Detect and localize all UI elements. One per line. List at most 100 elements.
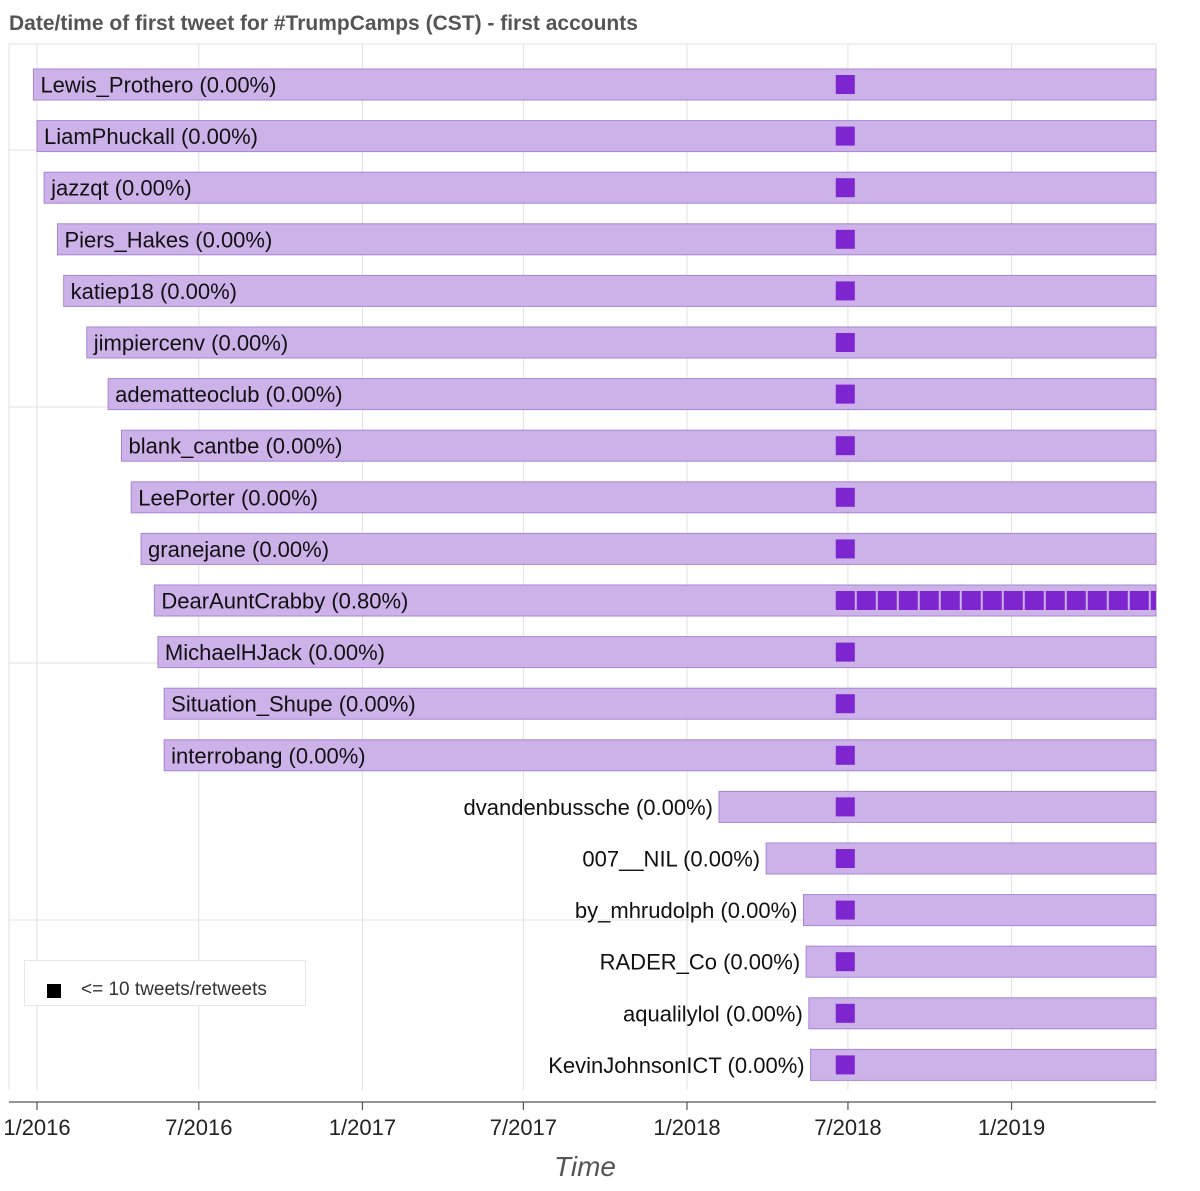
account-label: Situation_Shupe (0.00%)	[171, 692, 416, 717]
account-row: jimpiercenv (0.00%)	[86, 326, 1157, 359]
account-bars: Lewis_Prothero (0.00%) LiamPhuckall (0.00…	[32, 68, 1157, 1081]
account-label: LeePorter (0.00%)	[138, 485, 318, 510]
tweet-mark	[1108, 591, 1128, 610]
account-row: DearAuntCrabby (0.80%)	[153, 584, 1157, 617]
tweet-mark	[835, 333, 855, 352]
x-tick-label: 7/2017	[490, 1115, 557, 1140]
legend-label: <= 10 tweets/retweets	[81, 979, 267, 1000]
account-bar	[140, 532, 1157, 565]
account-label: 007__NIL (0.00%)	[582, 847, 760, 872]
x-tick-label: 7/2016	[165, 1115, 232, 1140]
tweet-mark	[835, 1055, 855, 1075]
tweet-mark	[835, 900, 855, 920]
account-label: blank_cantbe (0.00%)	[128, 434, 342, 459]
account-bar	[32, 68, 1157, 101]
tweet-mark	[835, 1003, 855, 1023]
tweet-mark	[835, 539, 855, 559]
tweet-mark	[1066, 591, 1086, 610]
account-bar	[810, 1048, 1157, 1081]
account-bar	[802, 894, 1157, 927]
x-tick-label: 1/2016	[3, 1115, 70, 1140]
account-row: blank_cantbe (0.00%)	[120, 429, 1157, 462]
account-row: Piers_Hakes (0.00%)	[56, 223, 1157, 256]
tweet-mark	[877, 591, 897, 610]
tweet-mark	[835, 75, 855, 94]
account-bar	[130, 481, 1157, 514]
account-bar	[163, 739, 1157, 772]
account-row: interrobang (0.00%)	[163, 739, 1157, 772]
account-bar	[43, 171, 1157, 204]
tweet-mark	[1087, 591, 1107, 610]
account-label: by_mhrudolph (0.00%)	[575, 898, 798, 923]
x-tick-label: 7/2018	[814, 1115, 881, 1140]
account-label: KevinJohnsonICT (0.00%)	[548, 1053, 804, 1078]
x-tick-label: 1/2017	[329, 1115, 396, 1140]
account-row: jazzqt (0.00%)	[43, 171, 1157, 204]
tweet-mark	[856, 591, 876, 610]
account-row: dvandenbussche (0.00%)	[464, 790, 1157, 823]
account-row: LiamPhuckall (0.00%)	[36, 120, 1157, 153]
account-row: LeePorter (0.00%)	[130, 481, 1157, 514]
account-row: granejane (0.00%)	[140, 532, 1157, 565]
tweet-mark	[835, 745, 855, 765]
account-label: LiamPhuckall (0.00%)	[44, 124, 258, 149]
tweet-mark	[1003, 591, 1023, 610]
account-bar	[56, 223, 1157, 256]
account-row: Situation_Shupe (0.00%)	[163, 687, 1157, 720]
x-tick-label: 1/2018	[653, 1115, 720, 1140]
tweet-mark	[835, 178, 855, 198]
account-row: 007__NIL (0.00%)	[582, 842, 1157, 875]
account-label: aqualilylol (0.00%)	[623, 1001, 803, 1026]
account-row: katiep18 (0.00%)	[63, 274, 1157, 307]
tweet-mark	[835, 952, 855, 972]
tweet-mark	[835, 642, 855, 662]
account-row: aqualilylol (0.00%)	[623, 997, 1157, 1030]
tweet-mark	[1150, 591, 1156, 610]
account-row: Lewis_Prothero (0.00%)	[32, 68, 1157, 101]
account-row: by_mhrudolph (0.00%)	[575, 894, 1157, 927]
account-bar	[120, 429, 1157, 462]
tweet-mark	[940, 591, 960, 610]
account-label: dvandenbussche (0.00%)	[464, 795, 714, 820]
tweet-mark	[835, 694, 855, 714]
tweet-mark	[835, 384, 855, 404]
tweet-mark	[835, 849, 855, 868]
account-row: MichaelHJack (0.00%)	[157, 636, 1157, 669]
account-bar	[718, 790, 1157, 823]
tweet-mark	[1024, 591, 1044, 610]
account-bar	[805, 945, 1157, 978]
account-bar	[107, 378, 1157, 411]
account-label: katiep18 (0.00%)	[71, 279, 237, 304]
account-bar	[765, 842, 1157, 875]
account-row: KevinJohnsonICT (0.00%)	[548, 1048, 1157, 1081]
tweet-mark	[898, 591, 918, 610]
account-label: MichaelHJack (0.00%)	[165, 640, 385, 665]
tweet-mark	[982, 591, 1002, 610]
account-label: Lewis_Prothero (0.00%)	[40, 73, 276, 98]
tweet-mark	[1129, 591, 1149, 610]
account-label: DearAuntCrabby (0.80%)	[161, 589, 408, 614]
chart-title: Date/time of first tweet for #TrumpCamps…	[9, 12, 638, 35]
account-bar	[36, 120, 1157, 153]
x-axis: 1/2016 7/2016 1/2017 7/2017 1/2018 7/2018 1/20…	[3, 1101, 1156, 1140]
account-label: Piers_Hakes (0.00%)	[64, 227, 272, 252]
account-label: jazzqt (0.00%)	[50, 176, 192, 201]
account-row: RADER_Co (0.00%)	[600, 945, 1157, 978]
account-label: RADER_Co (0.00%)	[600, 950, 801, 975]
account-bar	[63, 274, 1157, 307]
tweet-mark	[835, 281, 855, 301]
tweet-mark	[835, 487, 855, 507]
tweet-mark	[835, 229, 855, 249]
account-bar	[808, 997, 1157, 1030]
account-label: jimpiercenv (0.00%)	[93, 331, 288, 356]
tweet-mark	[835, 591, 855, 610]
tweet-mark	[835, 436, 855, 456]
tweet-mark	[835, 797, 855, 817]
legend: <= 10 tweets/retweets	[24, 960, 306, 1006]
tweet-mark	[961, 591, 981, 610]
account-bar	[157, 636, 1157, 669]
x-axis-title: Time	[554, 1151, 616, 1182]
tweet-mark	[835, 126, 855, 146]
x-tick-label: 1/2019	[978, 1115, 1045, 1140]
